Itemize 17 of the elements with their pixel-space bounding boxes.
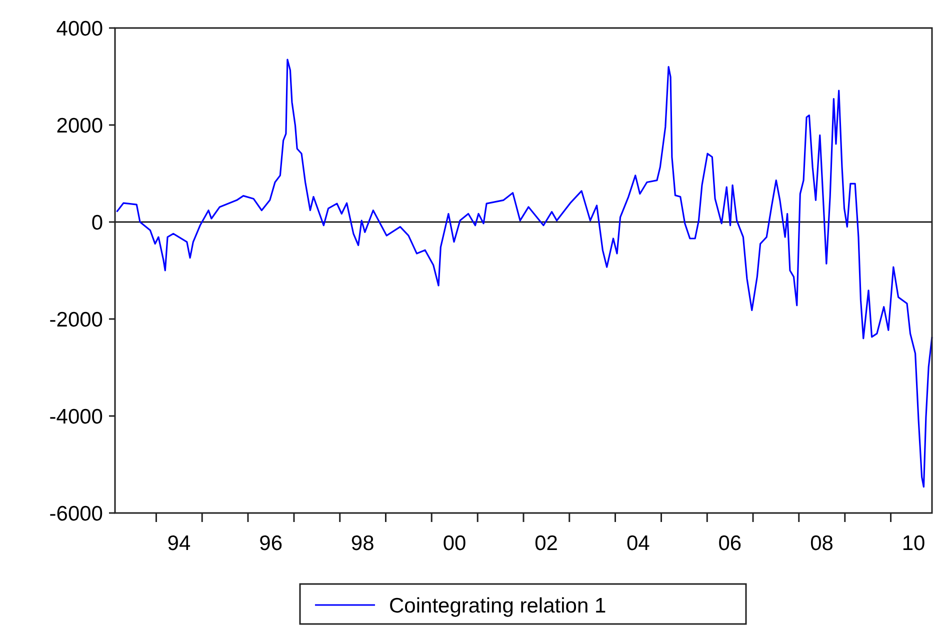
y-tick-label: 4000 [56,17,103,40]
line-series [116,58,933,488]
x-tick-label: 94 [167,532,191,555]
y-tick-label: 0 [91,211,103,234]
x-tick-label: 00 [442,532,466,555]
legend-label: Cointegrating relation 1 [389,594,606,618]
y-tick-label: -4000 [49,405,103,428]
y-tick-label: 2000 [56,114,103,138]
x-tick-label: 04 [626,532,650,555]
x-tick-label: 10 [902,532,926,555]
x-tick-label: 06 [718,532,742,555]
x-tick-label: 08 [810,532,834,555]
y-tick-label: -6000 [49,502,103,526]
x-tick-label: 02 [534,532,558,555]
x-tick-label: 96 [259,532,283,555]
x-tick-label: 98 [350,532,374,555]
y-tick-label: -2000 [49,308,103,332]
